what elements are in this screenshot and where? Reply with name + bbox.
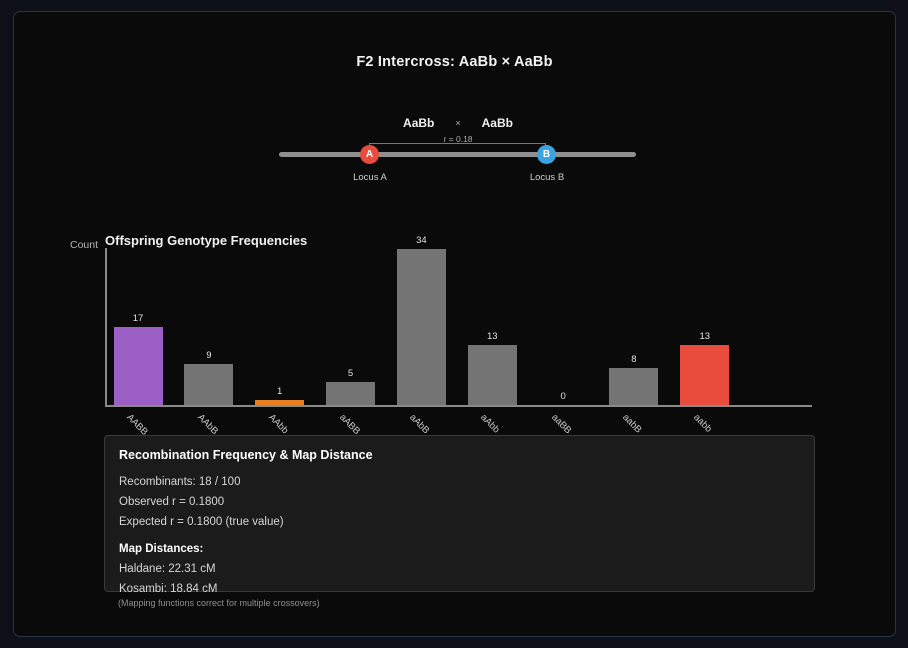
x-tick-label: AAbB: [195, 412, 221, 437]
bar-value-label: 0: [560, 391, 566, 402]
bar-value-label: 13: [699, 331, 711, 342]
x-tick-label: AABB: [124, 412, 150, 438]
info-panel-title: Recombination Frequency & Map Distance: [119, 448, 373, 462]
haldane-line: Haldane: 22.31 cM: [119, 563, 216, 575]
locus-a-letter: A: [365, 149, 374, 160]
cross-parents-label: AaBb × AaBb: [403, 116, 513, 130]
map-distances-title: Map Distances:: [119, 543, 204, 555]
x-tick-label: aaBB: [549, 412, 574, 437]
locus-b-label: Locus B: [529, 172, 565, 183]
bar-aabB: [609, 368, 659, 405]
x-tick-label: aABB: [336, 412, 362, 437]
recombinants-line: Recombinants: 18 / 100: [119, 476, 241, 488]
y-axis-label: Count: [70, 239, 99, 251]
x-tick-label: aAbb: [478, 412, 502, 436]
chromosome-line: [279, 152, 636, 157]
y-axis-line: [105, 248, 107, 406]
observed-r-line: Observed r = 0.1800: [119, 496, 225, 508]
bar-AABB: [113, 327, 163, 405]
expected-r-line: Expected r = 0.1800 (true value): [119, 516, 284, 528]
bar-value-label: 9: [206, 350, 212, 361]
recombination-info-panel: Recombination Frequency & Map Distance R…: [104, 435, 815, 595]
bar-AAbB: [184, 364, 234, 405]
bar-aabb: [680, 345, 730, 405]
x-axis-line: [105, 405, 812, 407]
locus-b-letter: B: [542, 149, 551, 160]
parent1-genotype: AaBb: [403, 116, 435, 130]
bar-value-label: 1: [277, 386, 283, 397]
bar-value-label: 13: [486, 331, 498, 342]
x-tick-label: aabB: [620, 412, 644, 436]
bar-aAbb: [467, 345, 517, 405]
x-tick-label: AAbb: [265, 412, 291, 437]
bar-aABB: [326, 382, 376, 405]
locus-a-marker-icon: A: [360, 145, 379, 164]
locus-b-marker-icon: B: [537, 145, 556, 164]
bar-aAbB: [396, 249, 446, 405]
kosambi-line: Kosambi: 18.84 cM: [119, 583, 218, 595]
x-tick-label: aAbB: [407, 412, 432, 437]
x-tick-label: aabb: [691, 412, 714, 435]
mapping-functions-footnote: (Mapping functions correct for multiple …: [118, 598, 320, 608]
locus-a-label: Locus A: [353, 172, 387, 183]
cross-symbol: ×: [455, 118, 461, 128]
chart-title: Offspring Genotype Frequencies: [105, 233, 308, 248]
simulation-panel: F2 Intercross: AaBb × AaBb AaBb × AaBb r =…: [13, 11, 896, 637]
page-title: F2 Intercross: AaBb × AaBb: [356, 54, 553, 70]
parent2-genotype: AaBb: [481, 116, 513, 130]
recombination-rate-label: r = 0.18: [443, 134, 473, 144]
bar-AAbb: [255, 400, 305, 405]
bar-value-label: 17: [132, 313, 144, 324]
bar-value-label: 8: [631, 354, 637, 365]
distance-bracket: [369, 143, 546, 147]
bar-value-label: 5: [347, 368, 354, 379]
bar-value-label: 34: [416, 235, 427, 246]
